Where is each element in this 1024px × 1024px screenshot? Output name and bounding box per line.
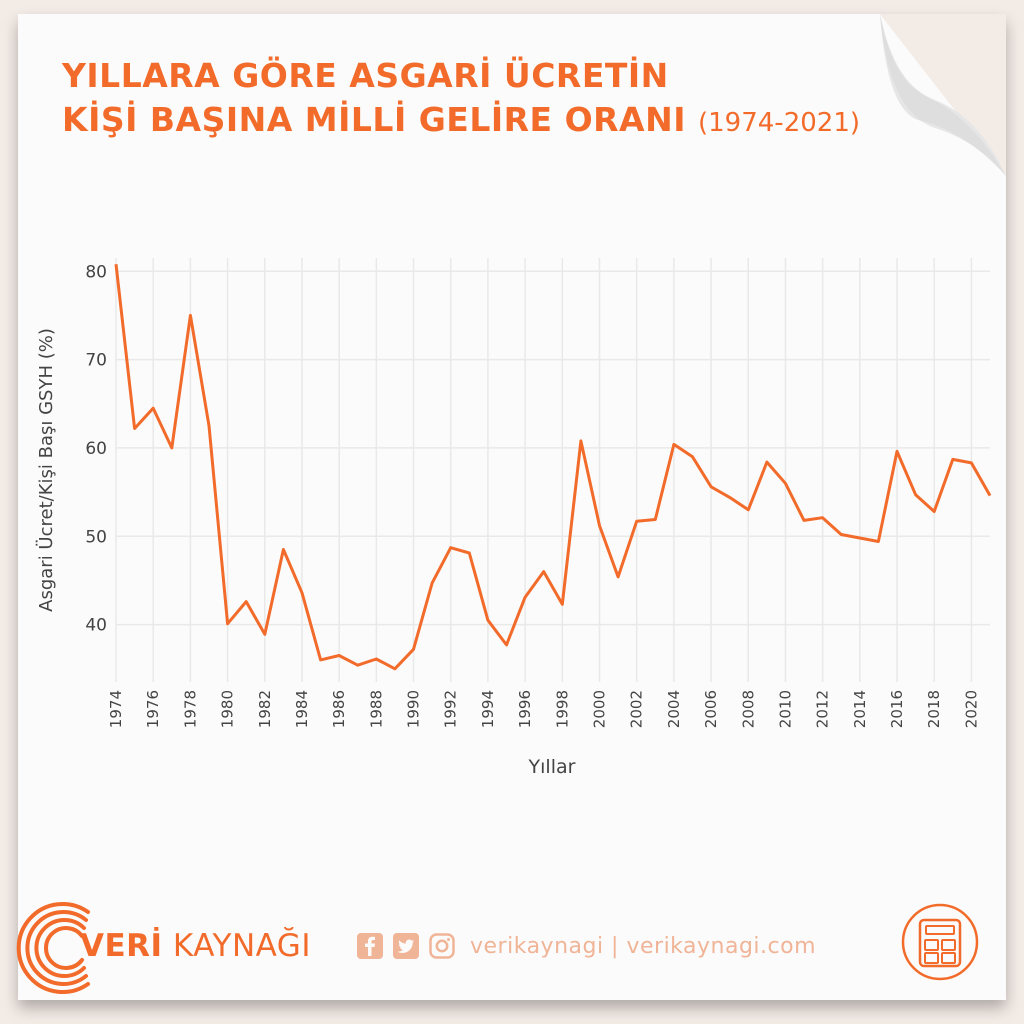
series-line bbox=[114, 264, 992, 671]
x-tick-label: 2014 bbox=[851, 690, 869, 728]
x-tick-label: 2010 bbox=[776, 690, 794, 728]
social-links: verikaynagi | verikaynagi.com bbox=[356, 932, 816, 960]
x-tick-label: 2000 bbox=[590, 690, 608, 728]
x-tick-labels: 1974 1976 1978 1980 1982 1984 1986 1988 1990 1992… bbox=[107, 690, 980, 728]
x-tick-label: 1986 bbox=[330, 690, 348, 728]
x-tick-label: 1992 bbox=[442, 690, 460, 728]
x-tick-label: 2012 bbox=[814, 690, 832, 728]
brand-part-2: KAYNAĞI bbox=[162, 928, 311, 964]
x-axis-label: Yıllar bbox=[528, 756, 576, 778]
y-axis-label: Asgari Ücret/Kişi Başı GSYH (%) bbox=[35, 328, 57, 612]
instagram-icon[interactable] bbox=[428, 932, 456, 960]
x-tick-label: 1998 bbox=[553, 690, 571, 728]
y-tick-labels: 40 50 60 70 80 bbox=[85, 262, 107, 635]
x-tick-label: 2002 bbox=[628, 690, 646, 728]
y-tick-label: 70 bbox=[85, 351, 107, 371]
title-line-1: YILLARA GÖRE ASGARİ ÜCRETİN bbox=[62, 56, 669, 95]
x-tick-label: 1978 bbox=[181, 690, 199, 728]
footer-handle[interactable]: verikaynagi | verikaynagi.com bbox=[470, 933, 817, 959]
facebook-icon[interactable] bbox=[356, 932, 384, 960]
x-tick-label: 1990 bbox=[405, 690, 423, 728]
x-tick-label: 2018 bbox=[925, 690, 943, 728]
brand-part-1: VERİ bbox=[80, 928, 163, 964]
x-tick-label: 1982 bbox=[256, 690, 274, 728]
title-period: (1974-2021) bbox=[698, 108, 861, 138]
x-tick-label: 2020 bbox=[962, 690, 980, 728]
title-line-2: KİŞİ BAŞINA MİLLİ GELİRE ORANI bbox=[62, 100, 686, 139]
x-tick-label: 2006 bbox=[702, 690, 720, 728]
x-tick-label: 2016 bbox=[888, 690, 906, 728]
y-tick-label: 80 bbox=[85, 262, 107, 282]
y-tick-label: 60 bbox=[85, 439, 107, 459]
y-tick-label: 40 bbox=[85, 616, 107, 636]
chart-title: YILLARA GÖRE ASGARİ ÜCRETİN KİŞİ BAŞINA … bbox=[62, 54, 860, 145]
x-tick-label: 1988 bbox=[367, 690, 385, 728]
twitter-icon[interactable] bbox=[392, 932, 420, 960]
x-tick-label: 1996 bbox=[516, 690, 534, 728]
brand-logo-text: VERİ KAYNAĞI bbox=[80, 928, 311, 964]
x-tick-label: 2004 bbox=[665, 690, 683, 728]
x-tick-label: 2008 bbox=[739, 690, 757, 728]
x-tick-label: 1994 bbox=[479, 690, 497, 728]
x-tick-label: 1976 bbox=[144, 690, 162, 728]
x-tick-label: 1980 bbox=[219, 690, 237, 728]
x-tick-label: 1984 bbox=[293, 690, 311, 728]
gridlines bbox=[115, 258, 990, 682]
y-tick-label: 50 bbox=[85, 527, 107, 547]
paper-background bbox=[18, 14, 1006, 1000]
x-tick-label: 1974 bbox=[107, 690, 125, 728]
